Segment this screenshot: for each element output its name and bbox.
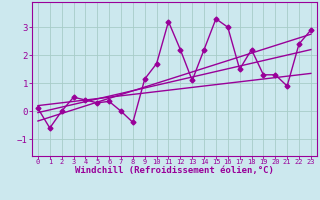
X-axis label: Windchill (Refroidissement éolien,°C): Windchill (Refroidissement éolien,°C) <box>75 166 274 175</box>
